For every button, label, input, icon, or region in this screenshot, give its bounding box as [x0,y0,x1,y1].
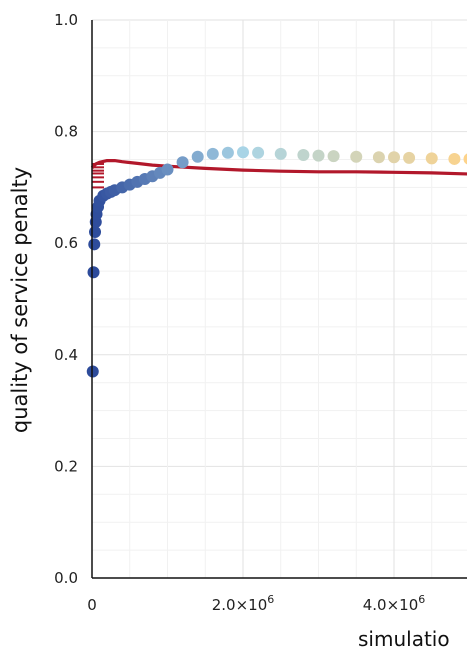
y-tick-label: 0.0 [54,569,78,587]
y-tick-label: 1.0 [54,11,78,29]
grid-lines [92,19,467,579]
gradient-point [274,147,287,160]
y-tick-labels: 0.0 0.2 0.4 0.6 0.8 1.0 [54,11,78,587]
gradient-point [312,149,325,162]
gradient-point [88,238,101,251]
gradient-point [87,266,100,279]
gradient-point [237,146,249,159]
y-tick-label: 0.6 [54,234,78,252]
gradient-point [372,151,385,164]
gradient-point [221,146,234,159]
gradient-point [463,153,467,165]
y-tick-label: 0.8 [54,123,78,141]
x-tick-label: 0 [87,596,97,614]
gradient-point [252,146,265,159]
y-tick-label: 0.4 [54,346,78,364]
x-tick-label: 4.0×106 [363,593,426,614]
y-axis-label: quality of service penalty [8,167,32,433]
gradient-point [425,152,438,165]
gradient-point [86,365,99,378]
gradient-point [161,163,174,176]
gradient-point [176,156,189,169]
gradient-point [297,149,310,162]
gradient-point [448,152,461,165]
gradient-point [327,150,340,163]
gradient-point [206,147,219,160]
gradient-point [350,150,363,163]
gradient-point [388,151,400,164]
gradient-series [86,146,467,378]
x-tick-label: 2.0×106 [212,593,275,614]
x-tick-labels: 0 2.0×106 4.0×106 [87,593,425,614]
y-tick-label: 0.2 [54,457,78,475]
gradient-point [403,151,416,164]
x-axis-label: simulatio [358,627,450,651]
gradient-point [191,150,204,163]
